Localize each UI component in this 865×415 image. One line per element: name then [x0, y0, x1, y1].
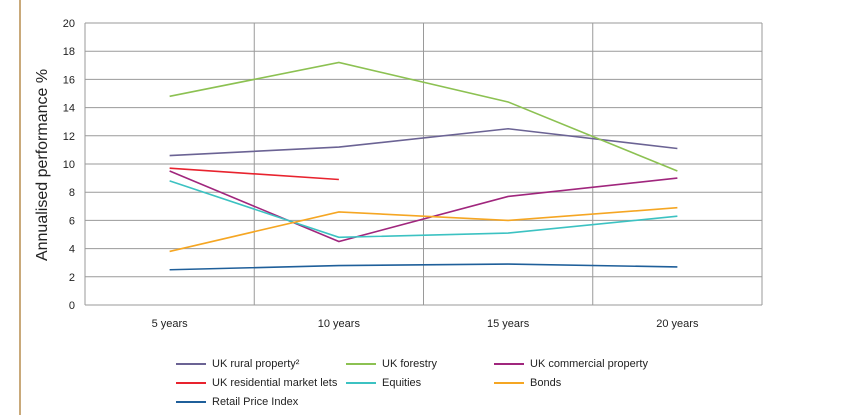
series-line	[169, 170, 678, 243]
y-tick-label: 6	[69, 215, 75, 227]
legend-label: UK commercial property	[530, 358, 648, 370]
series-line	[169, 127, 678, 157]
legend-label: UK residential market lets	[212, 377, 338, 389]
x-tick-label: 5 years	[152, 318, 189, 330]
series-line	[169, 61, 678, 172]
accent-bar	[19, 0, 21, 415]
series-lines	[169, 61, 678, 271]
legend-label: UK rural property²	[212, 358, 300, 370]
legend-swatch	[346, 382, 376, 384]
y-tick-label: 14	[63, 103, 75, 115]
x-tick-label: 10 years	[318, 318, 361, 330]
x-tick-label: 15 years	[487, 318, 530, 330]
legend-item: Retail Price Index	[176, 396, 298, 408]
y-tick-label: 2	[69, 272, 75, 284]
legend-label: Equities	[382, 377, 422, 389]
y-axis-ticks: 0 2 4 6 8 10 12 14 16 18 20	[63, 18, 75, 312]
y-tick-label: 10	[63, 159, 75, 171]
legend-swatch	[494, 382, 524, 384]
y-tick-label: 4	[69, 244, 75, 256]
y-tick-label: 18	[63, 46, 75, 58]
legend-item: UK residential market lets	[176, 377, 337, 389]
legend-label: Retail Price Index	[212, 396, 299, 408]
legend-item: UK forestry	[346, 358, 437, 370]
series-line	[169, 167, 339, 181]
x-tick-label: 20 years	[656, 318, 699, 330]
y-axis-label: Annualised performance %	[34, 69, 51, 261]
series-line	[169, 206, 678, 253]
legend-swatch	[176, 382, 206, 384]
legend-swatch	[176, 363, 206, 365]
series-line	[169, 263, 678, 271]
y-tick-label: 12	[63, 131, 75, 143]
grid	[84, 22, 763, 306]
x-axis-ticks: 5 years 10 years 15 years 20 years	[152, 318, 699, 330]
legend-item: Equities	[346, 377, 421, 389]
y-tick-label: 20	[63, 18, 75, 30]
y-tick-label: 0	[69, 300, 75, 312]
legend-swatch	[346, 363, 376, 365]
series-line	[169, 180, 678, 239]
legend-item: Bonds	[494, 377, 561, 389]
legend-item: UK rural property²	[176, 358, 299, 370]
legend-item: UK commercial property	[494, 358, 648, 370]
line-chart: 0 2 4 6 8 10 12 14 16 18 20 5 years 10 years 15 year…	[34, 18, 763, 330]
legend-label: UK forestry	[382, 358, 438, 370]
y-tick-label: 16	[63, 74, 75, 86]
legend-label: Bonds	[530, 377, 562, 389]
legend-swatch	[494, 363, 524, 365]
y-tick-label: 8	[69, 187, 75, 199]
legend-swatch	[176, 401, 206, 403]
